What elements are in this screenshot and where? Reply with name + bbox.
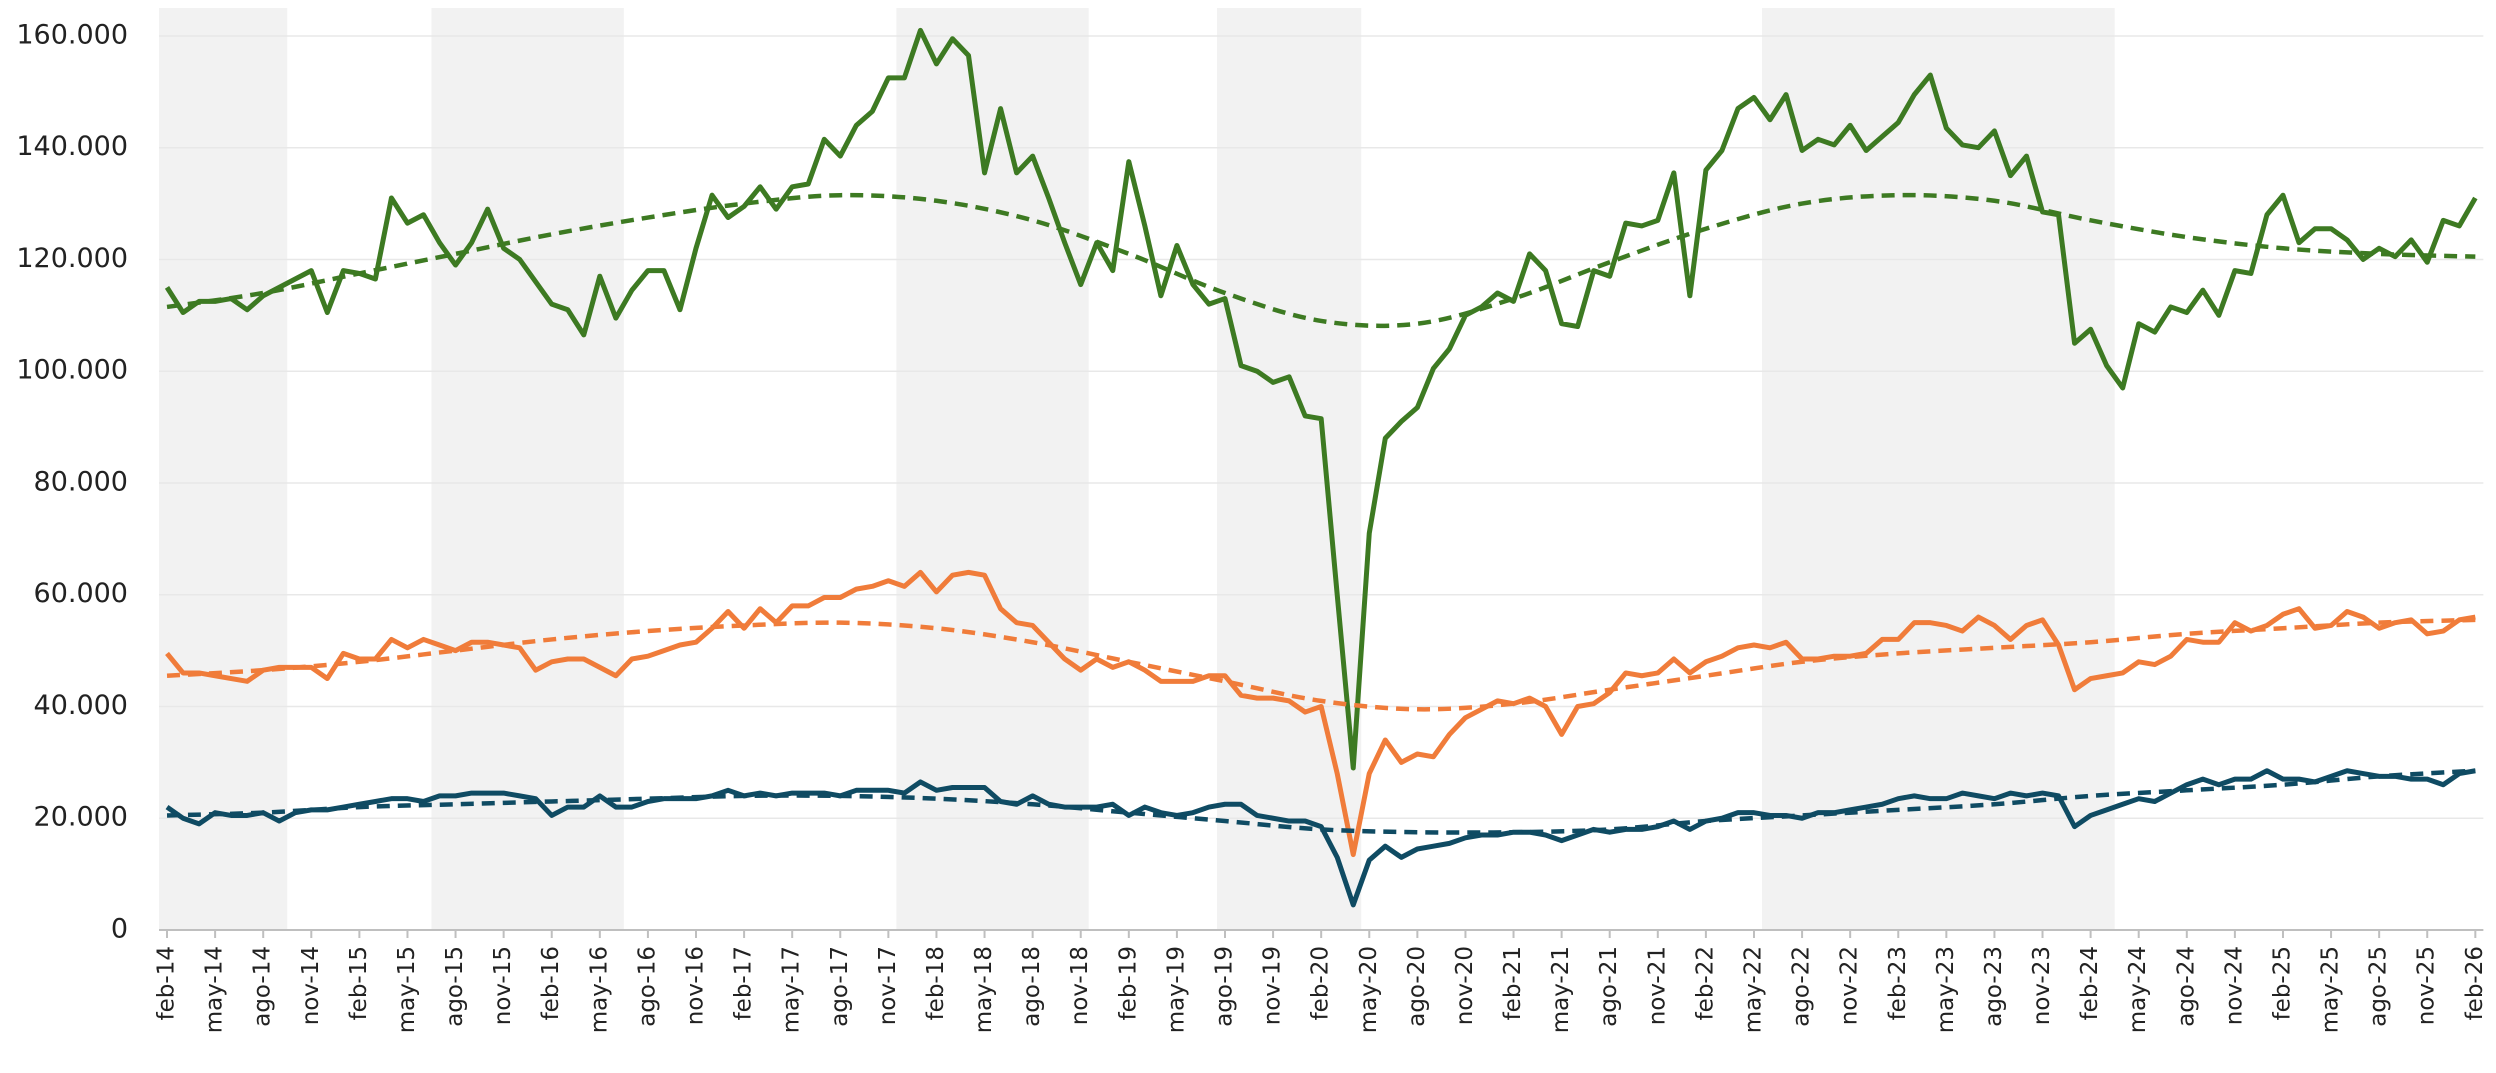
x-tick-label: may-24 bbox=[2125, 946, 2151, 1033]
x-tick-label: nov-20 bbox=[1452, 946, 1478, 1025]
y-tick-label: 80.000 bbox=[34, 466, 128, 497]
x-tick-label: may-19 bbox=[1163, 946, 1189, 1033]
x-tick-label: feb-17 bbox=[731, 946, 757, 1020]
x-tick-label: ago-16 bbox=[634, 946, 660, 1027]
y-tick-label: 100.000 bbox=[16, 355, 128, 386]
series-line bbox=[165, 569, 2476, 858]
x-tick-label: nov-16 bbox=[683, 946, 709, 1025]
x-tick-label: feb-19 bbox=[1115, 946, 1141, 1020]
x-tick-label: may-17 bbox=[779, 946, 805, 1033]
shaded-band bbox=[431, 8, 624, 930]
plot-lines bbox=[164, 27, 2478, 908]
trend-line bbox=[166, 768, 2476, 835]
x-tick-label: ago-21 bbox=[1596, 946, 1622, 1027]
x-tick-label: ago-25 bbox=[2366, 946, 2392, 1027]
y-tick-label: 140.000 bbox=[16, 131, 128, 162]
x-tick-label: feb-24 bbox=[2077, 946, 2103, 1020]
y-tick-label: 40.000 bbox=[34, 690, 128, 721]
x-tick-label: ago-24 bbox=[2173, 946, 2199, 1027]
y-tick-label: 0 bbox=[111, 914, 128, 945]
x-tick-label: nov-17 bbox=[875, 946, 901, 1025]
x-tick-label: nov-18 bbox=[1067, 946, 1093, 1025]
series-line bbox=[165, 768, 2476, 908]
x-tick-label: nov-22 bbox=[1837, 946, 1863, 1025]
shaded-band bbox=[1762, 8, 2115, 930]
x-tick-label: may-15 bbox=[394, 946, 420, 1033]
y-tick-label: 160.000 bbox=[16, 19, 128, 50]
series-line bbox=[164, 27, 2478, 771]
x-tick-label: feb-20 bbox=[1308, 946, 1334, 1020]
x-tick-label: ago-19 bbox=[1211, 946, 1237, 1027]
x-tick-label: feb-16 bbox=[538, 946, 564, 1020]
x-tick-label: feb-21 bbox=[1500, 946, 1526, 1020]
x-tick-label: feb-18 bbox=[923, 946, 949, 1020]
x-tick-label: nov-24 bbox=[2221, 946, 2247, 1025]
x-tick-label: feb-23 bbox=[1885, 946, 1911, 1020]
x-tick-label: ago-15 bbox=[442, 946, 468, 1027]
x-tick-label: nov-25 bbox=[2414, 946, 2440, 1025]
x-tick-label: ago-20 bbox=[1404, 946, 1430, 1027]
x-tick-label: nov-21 bbox=[1644, 946, 1670, 1025]
trend-line bbox=[166, 192, 2476, 329]
shaded-bands bbox=[159, 8, 2115, 930]
trend-line bbox=[166, 617, 2476, 712]
x-tick-label: ago-22 bbox=[1789, 946, 1815, 1027]
y-tick-label: 20.000 bbox=[34, 802, 128, 833]
x-tick-label: may-20 bbox=[1356, 946, 1382, 1033]
x-tick-label: nov-14 bbox=[298, 946, 324, 1025]
x-tick-label: feb-25 bbox=[2269, 946, 2295, 1020]
axis-labels: 0 20.000 40.000 60.000 80.000 100.000 120.000 1… bbox=[16, 19, 2487, 1033]
x-tick-label: feb-26 bbox=[2462, 946, 2488, 1020]
shaded-band bbox=[159, 8, 288, 930]
x-tick-label: may-23 bbox=[1933, 946, 1959, 1033]
shaded-band bbox=[896, 8, 1089, 930]
y-tick-label: 60.000 bbox=[34, 578, 128, 609]
x-tick-label: may-21 bbox=[1548, 946, 1574, 1033]
x-tick-label: feb-22 bbox=[1692, 946, 1718, 1020]
x-tick-label: may-22 bbox=[1740, 946, 1766, 1033]
x-tick-label: ago-18 bbox=[1019, 946, 1045, 1027]
x-tick-label: may-25 bbox=[2318, 946, 2344, 1033]
x-tick-label: nov-23 bbox=[2029, 946, 2055, 1025]
x-tick-label: may-14 bbox=[202, 946, 228, 1033]
x-tick-label: may-16 bbox=[586, 946, 612, 1033]
x-tick-label: feb-15 bbox=[346, 946, 372, 1020]
x-tick-label: nov-19 bbox=[1260, 946, 1286, 1025]
x-tick-label: ago-23 bbox=[1981, 946, 2007, 1027]
y-tick-label: 120.000 bbox=[16, 243, 128, 274]
x-tick-label: may-18 bbox=[971, 946, 997, 1033]
x-tick-label: feb-14 bbox=[154, 946, 180, 1020]
x-tick-label: ago-14 bbox=[250, 946, 276, 1027]
x-tick-label: ago-17 bbox=[827, 946, 853, 1027]
x-tick-label: nov-15 bbox=[490, 946, 516, 1025]
